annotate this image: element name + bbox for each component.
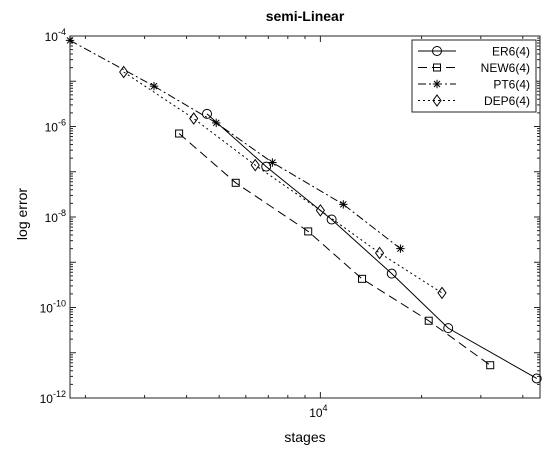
data-point-dep64 bbox=[437, 286, 447, 300]
y-tick-label: 10-12 bbox=[40, 389, 66, 406]
data-point-new64 bbox=[358, 274, 367, 283]
legend: ER6(4) NEW6(4) PT6(4) DEP6(4) bbox=[411, 39, 537, 113]
legend-label-pt64: PT6(4) bbox=[493, 78, 530, 92]
data-point-new64 bbox=[231, 178, 240, 187]
series-line-pt64 bbox=[69, 39, 401, 250]
series-line-new64 bbox=[178, 133, 491, 366]
series-line-er64 bbox=[206, 113, 537, 379]
y-tick-label: 10-6 bbox=[45, 118, 66, 135]
legend-label-er64: ER6(4) bbox=[492, 45, 530, 59]
legend-marker-pt64 bbox=[432, 79, 442, 89]
legend-label-new64: NEW6(4) bbox=[481, 61, 530, 75]
data-point-er64 bbox=[443, 323, 454, 334]
data-point-dep64 bbox=[119, 65, 129, 79]
y-tick-label: 10-10 bbox=[40, 299, 66, 316]
legend-label-dep64: DEP6(4) bbox=[484, 94, 530, 108]
legend-marker-dep64 bbox=[432, 94, 442, 107]
legend-box bbox=[411, 39, 537, 113]
data-point-new64 bbox=[175, 129, 184, 138]
legend-marker-new64 bbox=[433, 63, 441, 72]
data-point-pt64 bbox=[268, 158, 277, 167]
data-point-dep64 bbox=[374, 246, 385, 260]
data-point-er64 bbox=[202, 108, 213, 119]
chart-title: semi-Linear bbox=[266, 8, 345, 24]
data-point-pt64 bbox=[149, 81, 159, 91]
y-axis-label: log error bbox=[14, 188, 30, 240]
data-point-new64 bbox=[486, 361, 495, 370]
data-point-er64 bbox=[531, 373, 542, 384]
data-point-dep64 bbox=[315, 204, 326, 217]
legend-marker-er64 bbox=[432, 46, 442, 56]
data-point-pt64 bbox=[212, 118, 221, 128]
y-tick-label: 10-8 bbox=[45, 208, 66, 225]
data-point-er64 bbox=[386, 268, 397, 279]
y-tick-label: 10-4 bbox=[45, 27, 66, 44]
data-point-new64 bbox=[304, 227, 313, 236]
data-point-dep64 bbox=[250, 158, 260, 172]
x-tick-label: 104 bbox=[309, 403, 327, 420]
data-point-pt64 bbox=[65, 36, 75, 45]
series-line-dep64 bbox=[123, 71, 443, 294]
data-point-er64 bbox=[326, 214, 337, 225]
x-axis-label: stages bbox=[284, 429, 325, 445]
data-point-dep64 bbox=[189, 112, 199, 125]
data-point-pt64 bbox=[396, 244, 405, 253]
data-point-pt64 bbox=[339, 200, 348, 209]
data-point-er64 bbox=[261, 161, 272, 172]
data-point-new64 bbox=[424, 316, 433, 325]
